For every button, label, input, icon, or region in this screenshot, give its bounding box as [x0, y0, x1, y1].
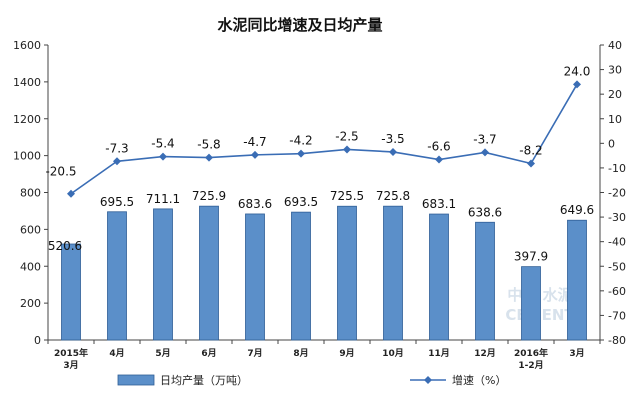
right-tick-label: 10	[608, 113, 622, 126]
x-tick-label: 12月	[474, 348, 496, 359]
legend-line-label: 增速（%）	[452, 373, 506, 387]
x-tick-label: 3月	[569, 348, 584, 359]
right-tick-label: -10	[608, 162, 626, 175]
growth-point	[205, 153, 213, 162]
right-tick-label: -20	[608, 187, 626, 200]
legend-bar-label: 日均产量（万吨）	[160, 373, 248, 387]
x-tick-label: 6月	[201, 348, 216, 359]
bar-value-label: 649.6	[560, 203, 594, 217]
bar	[475, 221, 495, 341]
bar-value-label: 725.8	[376, 189, 410, 203]
x-tick-label: 2016年	[514, 347, 548, 359]
x-tick-label: 3月	[63, 360, 78, 371]
right-tick-label: 30	[608, 64, 622, 77]
bar	[61, 243, 81, 341]
bar	[199, 205, 219, 341]
bar	[337, 205, 357, 341]
right-tick-label: 0	[608, 137, 615, 150]
bar-value-label: 725.5	[330, 189, 364, 203]
growth-value-label: -8.2	[519, 143, 542, 157]
legend-bar-swatch	[117, 374, 155, 386]
growth-point	[297, 149, 305, 158]
bar-value-label: 693.5	[284, 195, 318, 209]
growth-value-label: -5.8	[197, 138, 220, 152]
right-tick-label: 40	[608, 39, 622, 52]
left-tick-label: 400	[20, 260, 41, 273]
x-tick-label: 2015年	[54, 347, 88, 359]
growth-point	[67, 189, 75, 198]
growth-point	[527, 159, 535, 168]
right-tick-label: -60	[608, 285, 626, 298]
bar	[521, 266, 541, 341]
growth-value-label: -4.2	[289, 134, 312, 148]
x-tick-label: 5月	[155, 348, 170, 359]
growth-point	[389, 147, 397, 156]
left-tick-label: 600	[20, 223, 41, 236]
growth-point	[481, 148, 489, 157]
bar	[567, 219, 587, 341]
bar	[107, 211, 127, 341]
chart-title: 水泥同比增速及日均产量	[217, 16, 382, 34]
x-tick-label: 1-2月	[518, 360, 543, 371]
bar-value-label: 695.5	[100, 195, 134, 209]
x-tick-label: 4月	[109, 348, 124, 359]
bar-value-label: 725.9	[192, 189, 226, 203]
x-tick-label: 11月	[428, 348, 450, 359]
bar-value-label: 683.6	[238, 197, 272, 211]
bar	[245, 213, 265, 341]
growth-value-label: -3.5	[381, 132, 404, 146]
bar	[153, 208, 173, 341]
left-tick-label: 1200	[13, 113, 41, 126]
bar-value-label: 711.1	[146, 192, 180, 206]
growth-value-label: -5.4	[151, 137, 174, 151]
right-tick-label: -30	[608, 211, 626, 224]
left-tick-label: 1600	[13, 39, 41, 52]
growth-point	[251, 150, 259, 159]
x-tick-label: 9月	[339, 348, 354, 359]
right-tick-label: 20	[608, 88, 622, 101]
left-tick-label: 1400	[13, 76, 41, 89]
bar-value-label: 683.1	[422, 197, 456, 211]
growth-point	[113, 157, 121, 166]
left-tick-label: 0	[34, 334, 41, 347]
legend-line-marker	[424, 376, 432, 384]
right-tick-label: -80	[608, 334, 626, 347]
left-tick-label: 200	[20, 297, 41, 310]
growth-value-label: -7.3	[105, 141, 128, 155]
growth-value-label: -6.6	[427, 140, 450, 154]
growth-value-label: 24.0	[564, 64, 591, 78]
bar-value-label: 397.9	[514, 250, 548, 264]
left-tick-label: 800	[20, 187, 41, 200]
bar-value-label: 520.6	[48, 239, 82, 253]
growth-value-label: -3.7	[473, 132, 496, 146]
x-tick-label: 7月	[247, 348, 262, 359]
bar	[291, 211, 311, 341]
right-tick-label: -50	[608, 260, 626, 273]
x-tick-label: 10月	[382, 348, 404, 359]
growth-point	[573, 80, 581, 89]
bar-value-label: 638.6	[468, 205, 502, 219]
growth-point	[343, 145, 351, 154]
right-tick-label: -40	[608, 236, 626, 249]
growth-value-label: -4.7	[243, 135, 266, 149]
growth-line	[70, 83, 578, 195]
x-tick-label: 8月	[293, 348, 308, 359]
growth-value-label: -20.5	[45, 165, 76, 179]
right-tick-label: -70	[608, 309, 626, 322]
growth-point	[435, 155, 443, 164]
growth-point	[159, 152, 167, 161]
growth-value-label: -2.5	[335, 129, 358, 143]
bar	[429, 213, 449, 341]
left-tick-label: 1000	[13, 150, 41, 163]
bar	[383, 205, 403, 341]
